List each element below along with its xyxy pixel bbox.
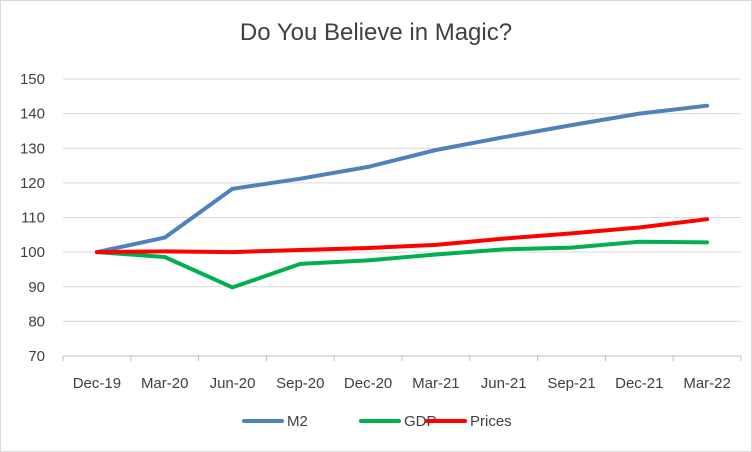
series-line-gdp: [94, 239, 710, 290]
x-tick-label: Sep-21: [547, 375, 595, 392]
x-tick-label: Dec-21: [615, 375, 663, 392]
x-axis: Dec-19 Mar-20 Jun-20 Sep-20 Dec-20 Mar-21 Jun-…: [62, 355, 742, 392]
y-tick-label: 120: [20, 175, 45, 192]
x-tick-label: Mar-22: [683, 375, 731, 392]
x-tick-label: Jun-20: [210, 375, 256, 392]
x-tick-label: Sep-20: [276, 375, 324, 392]
x-tick-label: Mar-21: [412, 375, 460, 392]
y-tick-label: 150: [20, 71, 45, 88]
legend-label: M2: [287, 413, 308, 430]
y-axis-ticks: 70 80 90 100 110 120 130 140 150: [20, 71, 45, 365]
legend: M2 GDP Prices: [242, 413, 512, 430]
series-line-prices: [94, 217, 710, 255]
x-tick-label: Dec-19: [73, 375, 121, 392]
legend-item-m2: M2: [242, 413, 308, 430]
y-tick-label: 80: [28, 313, 45, 330]
legend-item-prices: Prices: [425, 413, 512, 430]
y-tick-label: 130: [20, 140, 45, 157]
y-tick-label: 70: [28, 348, 45, 365]
legend-label: GDP: [404, 413, 437, 430]
x-tick-label: Mar-20: [141, 375, 189, 392]
legend-item-gdp: GDP: [359, 413, 437, 430]
y-tick-label: 90: [28, 279, 45, 296]
series-lines: [94, 103, 710, 290]
y-tick-label: 110: [21, 210, 45, 227]
x-tick-label: Dec-20: [344, 375, 392, 392]
series-line-m2: [94, 103, 710, 255]
legend-label: Prices: [470, 413, 512, 430]
y-tick-label: 140: [20, 106, 45, 123]
x-tick-label: Jun-21: [481, 375, 527, 392]
y-tick-label: 100: [20, 244, 45, 261]
chart-title: Do You Believe in Magic?: [239, 19, 513, 46]
